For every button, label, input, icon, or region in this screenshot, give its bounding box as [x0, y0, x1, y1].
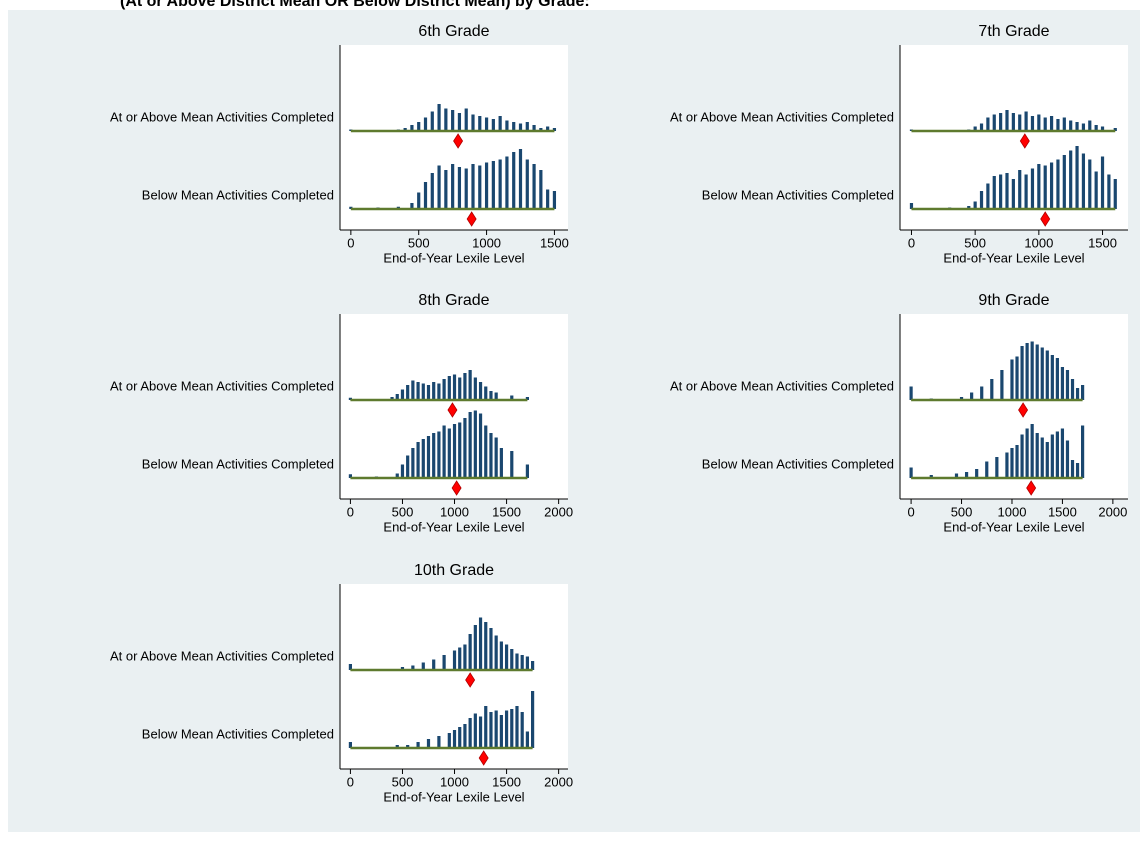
- x-tick-label: 500: [951, 504, 973, 519]
- row-label: Below Mean Activities Completed: [142, 456, 334, 471]
- x-tick-label: 1000: [472, 235, 501, 250]
- x-tick-label: 0: [347, 504, 354, 519]
- x-tick-label: 1500: [1048, 504, 1077, 519]
- row-label: At or Above Mean Activities Completed: [670, 109, 894, 124]
- x-tick-label: 2000: [1098, 504, 1127, 519]
- panel-title: 6th Grade: [418, 23, 489, 40]
- x-tick-label: 1500: [492, 504, 521, 519]
- x-tick-label: 0: [907, 504, 914, 519]
- x-tick-label: 1500: [540, 235, 569, 250]
- page-title: (At or Above District Mean OR Below Dist…: [120, 0, 590, 10]
- mean-marker: [466, 211, 477, 227]
- row-label: At or Above Mean Activities Completed: [110, 648, 334, 663]
- mean-marker: [1026, 480, 1037, 496]
- x-axis-label: End-of-Year Lexile Level: [383, 789, 524, 804]
- row-label: At or Above Mean Activities Completed: [670, 378, 894, 393]
- mean-marker: [465, 672, 476, 688]
- x-tick-label: 1500: [1088, 235, 1117, 250]
- x-tick-label: 500: [392, 504, 414, 519]
- mean-marker: [451, 480, 462, 496]
- row-label: Below Mean Activities Completed: [702, 187, 894, 202]
- x-tick-label: 500: [408, 235, 430, 250]
- mean-marker: [453, 133, 464, 149]
- x-tick-label: 1000: [1024, 235, 1053, 250]
- plot-area: [900, 314, 1128, 499]
- row-label: Below Mean Activities Completed: [702, 456, 894, 471]
- x-tick-label: 500: [964, 235, 986, 250]
- x-axis-label: End-of-Year Lexile Level: [943, 250, 1084, 265]
- x-tick-label: 1500: [492, 774, 521, 789]
- mean-marker: [447, 402, 458, 418]
- x-tick-label: 2000: [544, 774, 573, 789]
- mean-marker: [1019, 133, 1030, 149]
- x-tick-label: 1000: [440, 504, 469, 519]
- mean-marker: [478, 750, 489, 766]
- x-axis-label: End-of-Year Lexile Level: [943, 519, 1084, 534]
- panel-title: 9th Grade: [978, 292, 1049, 309]
- row-label: At or Above Mean Activities Completed: [110, 378, 334, 393]
- row-label: Below Mean Activities Completed: [142, 187, 334, 202]
- x-tick-label: 500: [392, 774, 414, 789]
- x-tick-label: 0: [347, 235, 354, 250]
- x-tick-label: 2000: [544, 504, 573, 519]
- x-tick-label: 0: [908, 235, 915, 250]
- row-label: At or Above Mean Activities Completed: [110, 109, 334, 124]
- x-tick-label: 1000: [998, 504, 1027, 519]
- x-tick-label: 0: [347, 774, 354, 789]
- row-label: Below Mean Activities Completed: [142, 726, 334, 741]
- panel-title: 8th Grade: [418, 292, 489, 309]
- x-tick-label: 1000: [440, 774, 469, 789]
- x-axis-label: End-of-Year Lexile Level: [383, 519, 524, 534]
- x-axis-label: End-of-Year Lexile Level: [383, 250, 524, 265]
- mean-marker: [1040, 211, 1051, 227]
- panel-title: 7th Grade: [978, 23, 1049, 40]
- panel-title: 10th Grade: [414, 562, 494, 579]
- mean-marker: [1018, 402, 1029, 418]
